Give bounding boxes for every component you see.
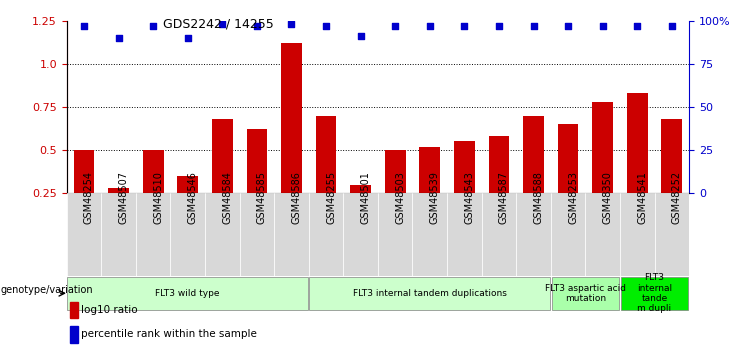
Bar — [454, 141, 475, 236]
Bar — [621, 277, 688, 310]
Text: percentile rank within the sample: percentile rank within the sample — [81, 329, 256, 339]
Point — [285, 21, 297, 27]
Text: GSM48350: GSM48350 — [602, 171, 613, 224]
Bar — [70, 302, 78, 318]
Bar — [551, 193, 585, 276]
Text: GSM48253: GSM48253 — [568, 171, 578, 224]
Bar — [239, 193, 274, 276]
Bar — [558, 124, 579, 236]
Bar — [350, 185, 371, 236]
Bar — [108, 188, 129, 236]
Bar — [102, 193, 136, 276]
Point — [320, 23, 332, 29]
Bar — [413, 193, 447, 276]
Bar — [67, 193, 102, 276]
Point — [631, 23, 643, 29]
Bar — [419, 147, 440, 236]
Text: GSM48546: GSM48546 — [187, 171, 198, 224]
Point — [562, 23, 574, 29]
Bar — [551, 277, 619, 310]
Text: GSM48503: GSM48503 — [395, 171, 405, 224]
Point — [182, 35, 193, 41]
Text: FLT3 wild type: FLT3 wild type — [156, 289, 220, 298]
Bar — [620, 193, 654, 276]
Bar — [654, 193, 689, 276]
Point — [528, 23, 539, 29]
Bar — [316, 116, 336, 236]
Bar — [378, 193, 413, 276]
Bar — [212, 119, 233, 236]
Text: GSM48543: GSM48543 — [465, 171, 474, 224]
Text: GDS2242 / 14255: GDS2242 / 14255 — [163, 17, 273, 30]
Text: FLT3 internal tandem duplications: FLT3 internal tandem duplications — [353, 289, 507, 298]
Bar — [177, 176, 198, 236]
Point — [389, 23, 401, 29]
Text: GSM48252: GSM48252 — [672, 171, 682, 224]
Text: GSM48587: GSM48587 — [499, 171, 509, 224]
Point — [459, 23, 471, 29]
Bar — [170, 193, 205, 276]
Bar — [447, 193, 482, 276]
Text: FLT3 aspartic acid
mutation: FLT3 aspartic acid mutation — [545, 284, 626, 303]
Text: GSM48584: GSM48584 — [222, 171, 232, 224]
Bar — [247, 129, 268, 236]
Point — [424, 23, 436, 29]
Text: FLT3
internal
tande
m dupli: FLT3 internal tande m dupli — [637, 273, 672, 313]
Point — [355, 33, 367, 39]
Text: GSM48254: GSM48254 — [84, 171, 94, 224]
Bar — [516, 193, 551, 276]
Text: GSM48539: GSM48539 — [430, 171, 439, 224]
Bar — [73, 150, 94, 236]
Text: log10 ratio: log10 ratio — [81, 305, 137, 315]
Point — [147, 23, 159, 29]
Text: GSM48501: GSM48501 — [361, 171, 370, 224]
Text: GSM48588: GSM48588 — [534, 171, 543, 224]
Bar — [385, 150, 405, 236]
Text: GSM48255: GSM48255 — [326, 171, 336, 224]
Text: GSM48585: GSM48585 — [257, 171, 267, 224]
Text: GSM48510: GSM48510 — [153, 171, 163, 224]
Bar — [585, 193, 620, 276]
Text: GSM48541: GSM48541 — [637, 171, 647, 224]
Point — [216, 21, 228, 27]
Bar — [274, 193, 309, 276]
Point — [666, 23, 678, 29]
Bar — [343, 193, 378, 276]
Text: genotype/variation: genotype/variation — [1, 285, 93, 295]
Bar — [310, 277, 550, 310]
Point — [493, 23, 505, 29]
Bar — [67, 277, 308, 310]
Point — [78, 23, 90, 29]
Point — [113, 35, 124, 41]
Bar — [523, 116, 544, 236]
Text: GSM48586: GSM48586 — [291, 171, 302, 224]
Bar — [281, 43, 302, 236]
Bar — [143, 150, 164, 236]
Text: GSM48507: GSM48507 — [119, 171, 128, 224]
Bar — [627, 93, 648, 236]
Bar — [482, 193, 516, 276]
Bar — [488, 136, 509, 236]
Bar — [662, 119, 682, 236]
Bar — [592, 102, 613, 236]
Point — [251, 23, 263, 29]
Bar — [309, 193, 343, 276]
Bar — [136, 193, 170, 276]
Point — [597, 23, 608, 29]
Bar — [70, 326, 78, 343]
Bar — [205, 193, 239, 276]
